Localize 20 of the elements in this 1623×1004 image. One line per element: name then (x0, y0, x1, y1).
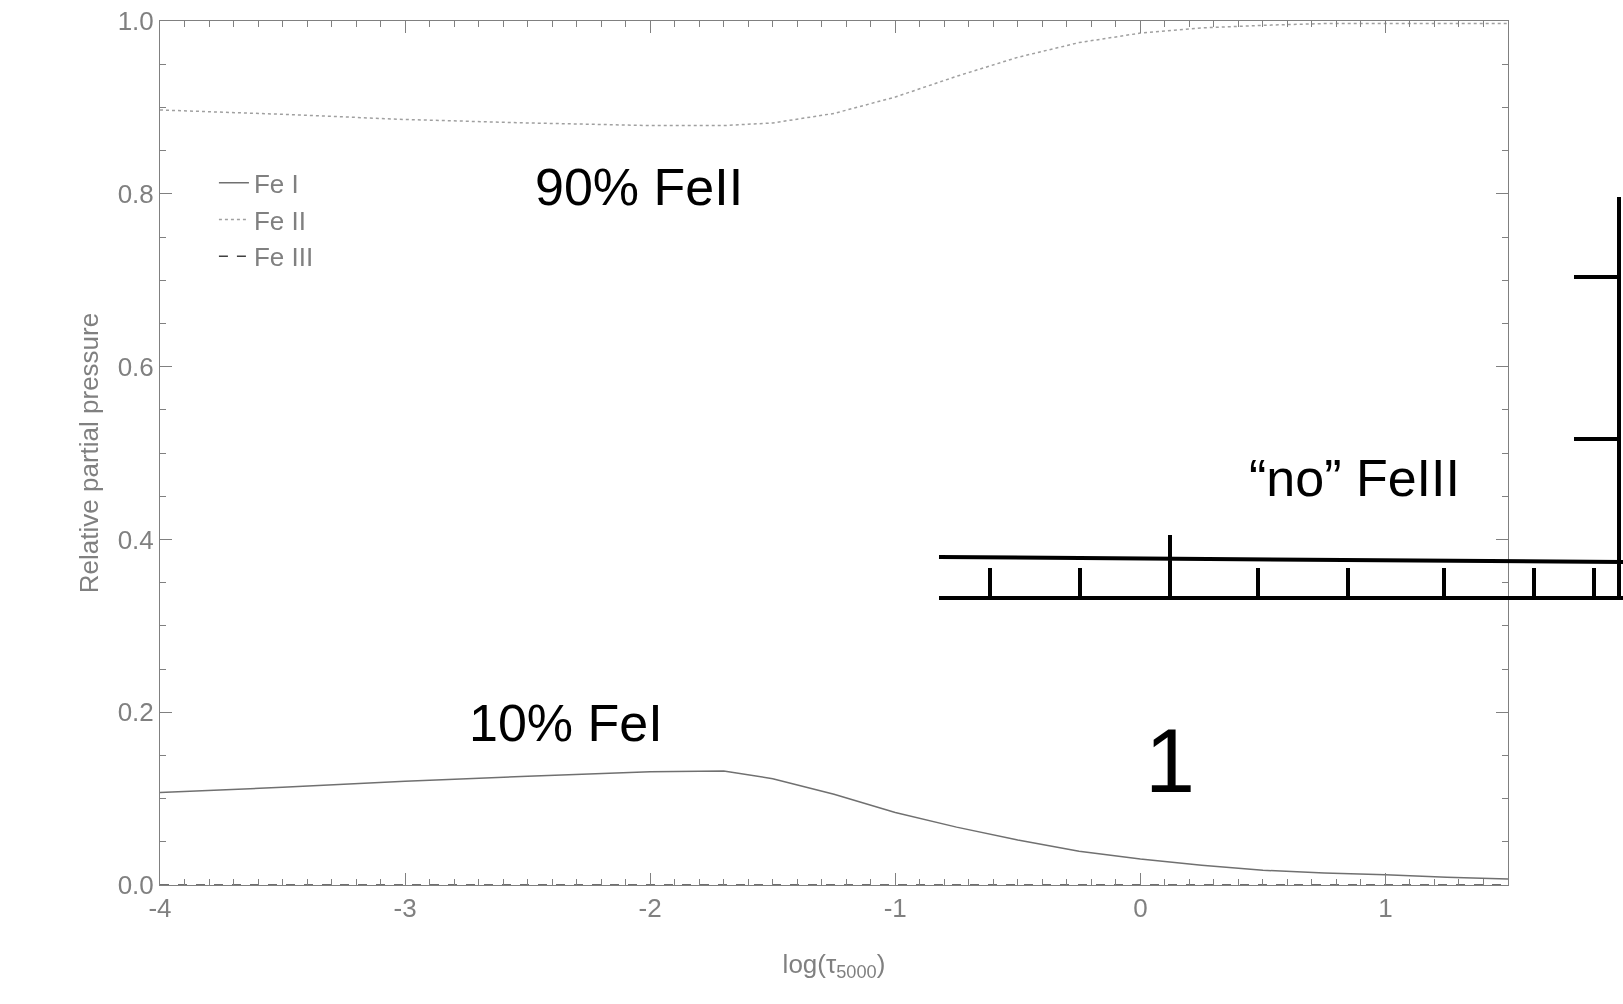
y-tick-label: 0.4 (117, 524, 154, 555)
annotation: 90% FeII (535, 158, 744, 216)
x-tick-label: -2 (638, 893, 662, 924)
annotation: 10% FeI (469, 694, 663, 752)
annotation: 1 (1145, 711, 1196, 811)
x-tick-label: 0 (1133, 893, 1148, 924)
y-tick-label: 0.2 (117, 697, 154, 728)
y-tick-label: 0.8 (117, 178, 154, 209)
legend-label: Fe III (253, 242, 314, 273)
x-axis-title: log(τ$_{5000}$) (782, 949, 886, 983)
x-tick-label: 1 (1378, 893, 1393, 924)
legend-label: Fe I (253, 168, 299, 199)
y-tick-label: 1.0 (117, 6, 154, 37)
annotation: “no” FeIII (1249, 449, 1460, 507)
y-axis-title: Relative partial pressure (74, 312, 104, 594)
x-tick-label: -3 (393, 893, 417, 924)
legend-label: Fe II (253, 205, 306, 236)
x-tick-label: -1 (883, 893, 907, 924)
line-series (160, 22, 1508, 127)
y-tick-label: 0.6 (117, 351, 154, 382)
